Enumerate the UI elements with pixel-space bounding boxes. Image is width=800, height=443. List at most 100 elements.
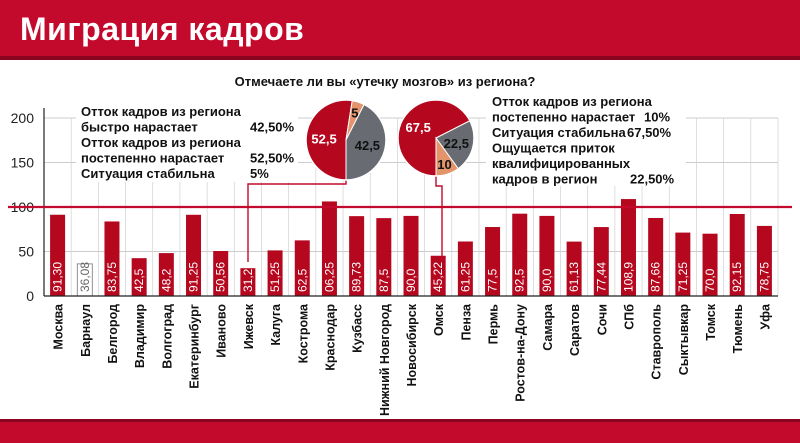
legend-line-label: Отток кадров из региона: [492, 94, 653, 109]
category-label: Пермь: [487, 304, 501, 345]
legend-line-label: Ситуация стабильна: [81, 166, 215, 181]
legend-line-value: 67,50%: [627, 125, 672, 140]
bar-value-label: 89,73: [350, 262, 364, 292]
legend-line-value: 42,50%: [250, 120, 295, 135]
legend-line-value: 52,50%: [250, 151, 295, 166]
legend-line-label: Отток кадров из региона: [81, 135, 242, 150]
legend-line-label: Отток кадров из региона: [81, 104, 242, 119]
category-label: Омск: [432, 303, 446, 336]
bar: [50, 214, 66, 296]
category-label: Саратов: [568, 304, 582, 356]
bar: [430, 255, 446, 296]
bar: [213, 251, 229, 296]
category-label: Иваново: [215, 304, 229, 358]
category-label: Самара: [541, 303, 555, 351]
bar-value-label: 92,5: [513, 268, 527, 292]
bar-value-label: 90,0: [540, 268, 554, 292]
category-label: Тюмень: [731, 304, 745, 354]
footer-banner: [0, 419, 800, 443]
bar: [104, 221, 120, 296]
y-tick-label: 200: [11, 110, 35, 126]
left-legend-box: [76, 100, 298, 182]
bar: [620, 199, 636, 296]
bar: [349, 216, 365, 296]
bar: [756, 225, 772, 296]
bar: [593, 227, 609, 296]
bar-value-label: 61,13: [567, 262, 581, 292]
survey-question: Отмечаете ли вы «утечку мозгов» из регио…: [235, 74, 536, 89]
bar: [648, 217, 664, 296]
pie-chart: 52,5 5 42,5: [305, 99, 387, 181]
pie-outline: [397, 99, 475, 177]
category-label: Ростов-на-Дону: [514, 304, 528, 402]
legend-line-label: быстро нарастает: [81, 120, 198, 135]
bar-value-label: 62,5: [295, 268, 309, 292]
legend-line-label: квалифицированных: [492, 156, 631, 171]
category-label: Екатеринбург: [188, 304, 202, 389]
category-label: Калуга: [269, 303, 283, 346]
bar-value-label: 06,25: [322, 262, 336, 292]
bar-value-label: 78,75: [757, 262, 771, 292]
bar: [294, 240, 310, 296]
category-label: Владимир: [133, 304, 147, 368]
legend-line-label: постепенно нарастает: [492, 110, 635, 125]
bar: [702, 233, 718, 296]
legend-line-value: 22,50%: [630, 172, 675, 187]
category-label: Уфа: [758, 303, 772, 330]
bar-value-label: 31,25: [241, 262, 255, 292]
bar: [512, 213, 528, 296]
legend-line-label: Ощущается приток: [492, 141, 615, 156]
category-label: СПб: [622, 304, 636, 330]
category-label: Волгоград: [160, 304, 174, 369]
category-label: Москва: [52, 303, 66, 350]
bar: [566, 241, 582, 296]
category-label: Томск: [704, 303, 718, 340]
bar: [376, 218, 392, 296]
bar-value-label: 77,5: [486, 268, 500, 292]
category-label: Белгород: [106, 304, 120, 364]
legend-line-value: 10%: [644, 110, 670, 125]
bar-value-label: 91,25: [187, 262, 201, 292]
bar-value-label: 87,66: [649, 262, 663, 292]
right-legend-box: [486, 92, 686, 186]
bar-value-label: 51,25: [268, 262, 282, 292]
pie-outline: [305, 99, 387, 181]
bar-value-label: 71,25: [676, 262, 690, 292]
bar: [675, 232, 691, 296]
bar: [240, 268, 256, 296]
legend-line-label: кадров в регион: [492, 172, 597, 187]
pie-slice-label: 22,5: [444, 136, 469, 151]
bar: [158, 253, 174, 296]
category-label: Кострома: [296, 303, 310, 363]
pie-slice-label: 42,5: [355, 138, 380, 153]
category-label: Сочи: [595, 304, 609, 335]
pie-chart: 67,5 22,5 10: [397, 99, 475, 177]
bar: [131, 258, 147, 296]
category-label: Нижний Новгород: [378, 304, 392, 416]
bar-value-label: 61,25: [458, 262, 472, 292]
bar: [403, 215, 419, 296]
pie-connector-line: [247, 178, 347, 262]
y-tick-label: 0: [26, 288, 34, 304]
category-label: Сыктывкар: [677, 304, 691, 376]
bar-value-label: 42,5: [132, 268, 146, 292]
bar-value-label: 108,9: [621, 262, 635, 292]
bar-value-label: 92,15: [730, 262, 744, 292]
header-banner: Миграция кадров: [0, 0, 800, 60]
bar: [539, 215, 555, 296]
category-label: Новосибирск: [405, 303, 419, 386]
bar-value-label: 50,56: [214, 262, 228, 292]
bar: [186, 214, 202, 296]
pie-connector-line: [435, 176, 443, 262]
bar-value-label: 70,0: [703, 268, 717, 292]
bar: [485, 227, 501, 296]
bar-value-label: 90,0: [404, 268, 418, 292]
legend-line-label: постепенно нарастает: [81, 151, 224, 166]
legend-line-value: 5%: [250, 166, 269, 181]
pie-slice-label: 52,5: [311, 131, 336, 146]
bar-value-label: 36,08: [78, 262, 92, 292]
category-label: Ижевск: [242, 303, 256, 349]
bar-value-label: 91,30: [51, 262, 65, 292]
pie-slice-label: 5: [351, 106, 358, 121]
